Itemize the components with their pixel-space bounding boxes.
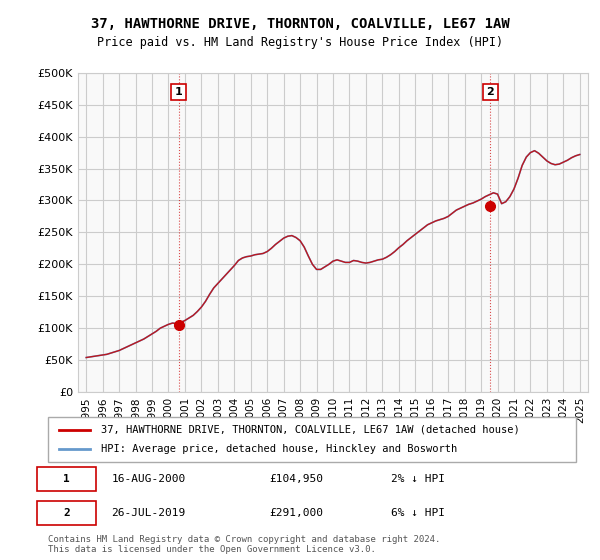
Text: £291,000: £291,000 (270, 507, 324, 517)
Text: 2% ↓ HPI: 2% ↓ HPI (391, 474, 445, 484)
Text: 16-AUG-2000: 16-AUG-2000 (112, 474, 185, 484)
Text: 1: 1 (175, 87, 182, 97)
Text: £104,950: £104,950 (270, 474, 324, 484)
Text: 26-JUL-2019: 26-JUL-2019 (112, 507, 185, 517)
FancyBboxPatch shape (48, 417, 576, 462)
Text: 6% ↓ HPI: 6% ↓ HPI (391, 507, 445, 517)
Text: 2: 2 (487, 87, 494, 97)
Text: Price paid vs. HM Land Registry's House Price Index (HPI): Price paid vs. HM Land Registry's House … (97, 36, 503, 49)
Text: 2: 2 (63, 507, 70, 517)
Text: Contains HM Land Registry data © Crown copyright and database right 2024.
This d: Contains HM Land Registry data © Crown c… (48, 535, 440, 554)
FancyBboxPatch shape (37, 466, 95, 491)
Text: 1: 1 (63, 474, 70, 484)
FancyBboxPatch shape (37, 501, 95, 525)
Text: 37, HAWTHORNE DRIVE, THORNTON, COALVILLE, LE67 1AW: 37, HAWTHORNE DRIVE, THORNTON, COALVILLE… (91, 17, 509, 31)
Text: 37, HAWTHORNE DRIVE, THORNTON, COALVILLE, LE67 1AW (detached house): 37, HAWTHORNE DRIVE, THORNTON, COALVILLE… (101, 424, 520, 435)
Text: HPI: Average price, detached house, Hinckley and Bosworth: HPI: Average price, detached house, Hinc… (101, 445, 457, 455)
